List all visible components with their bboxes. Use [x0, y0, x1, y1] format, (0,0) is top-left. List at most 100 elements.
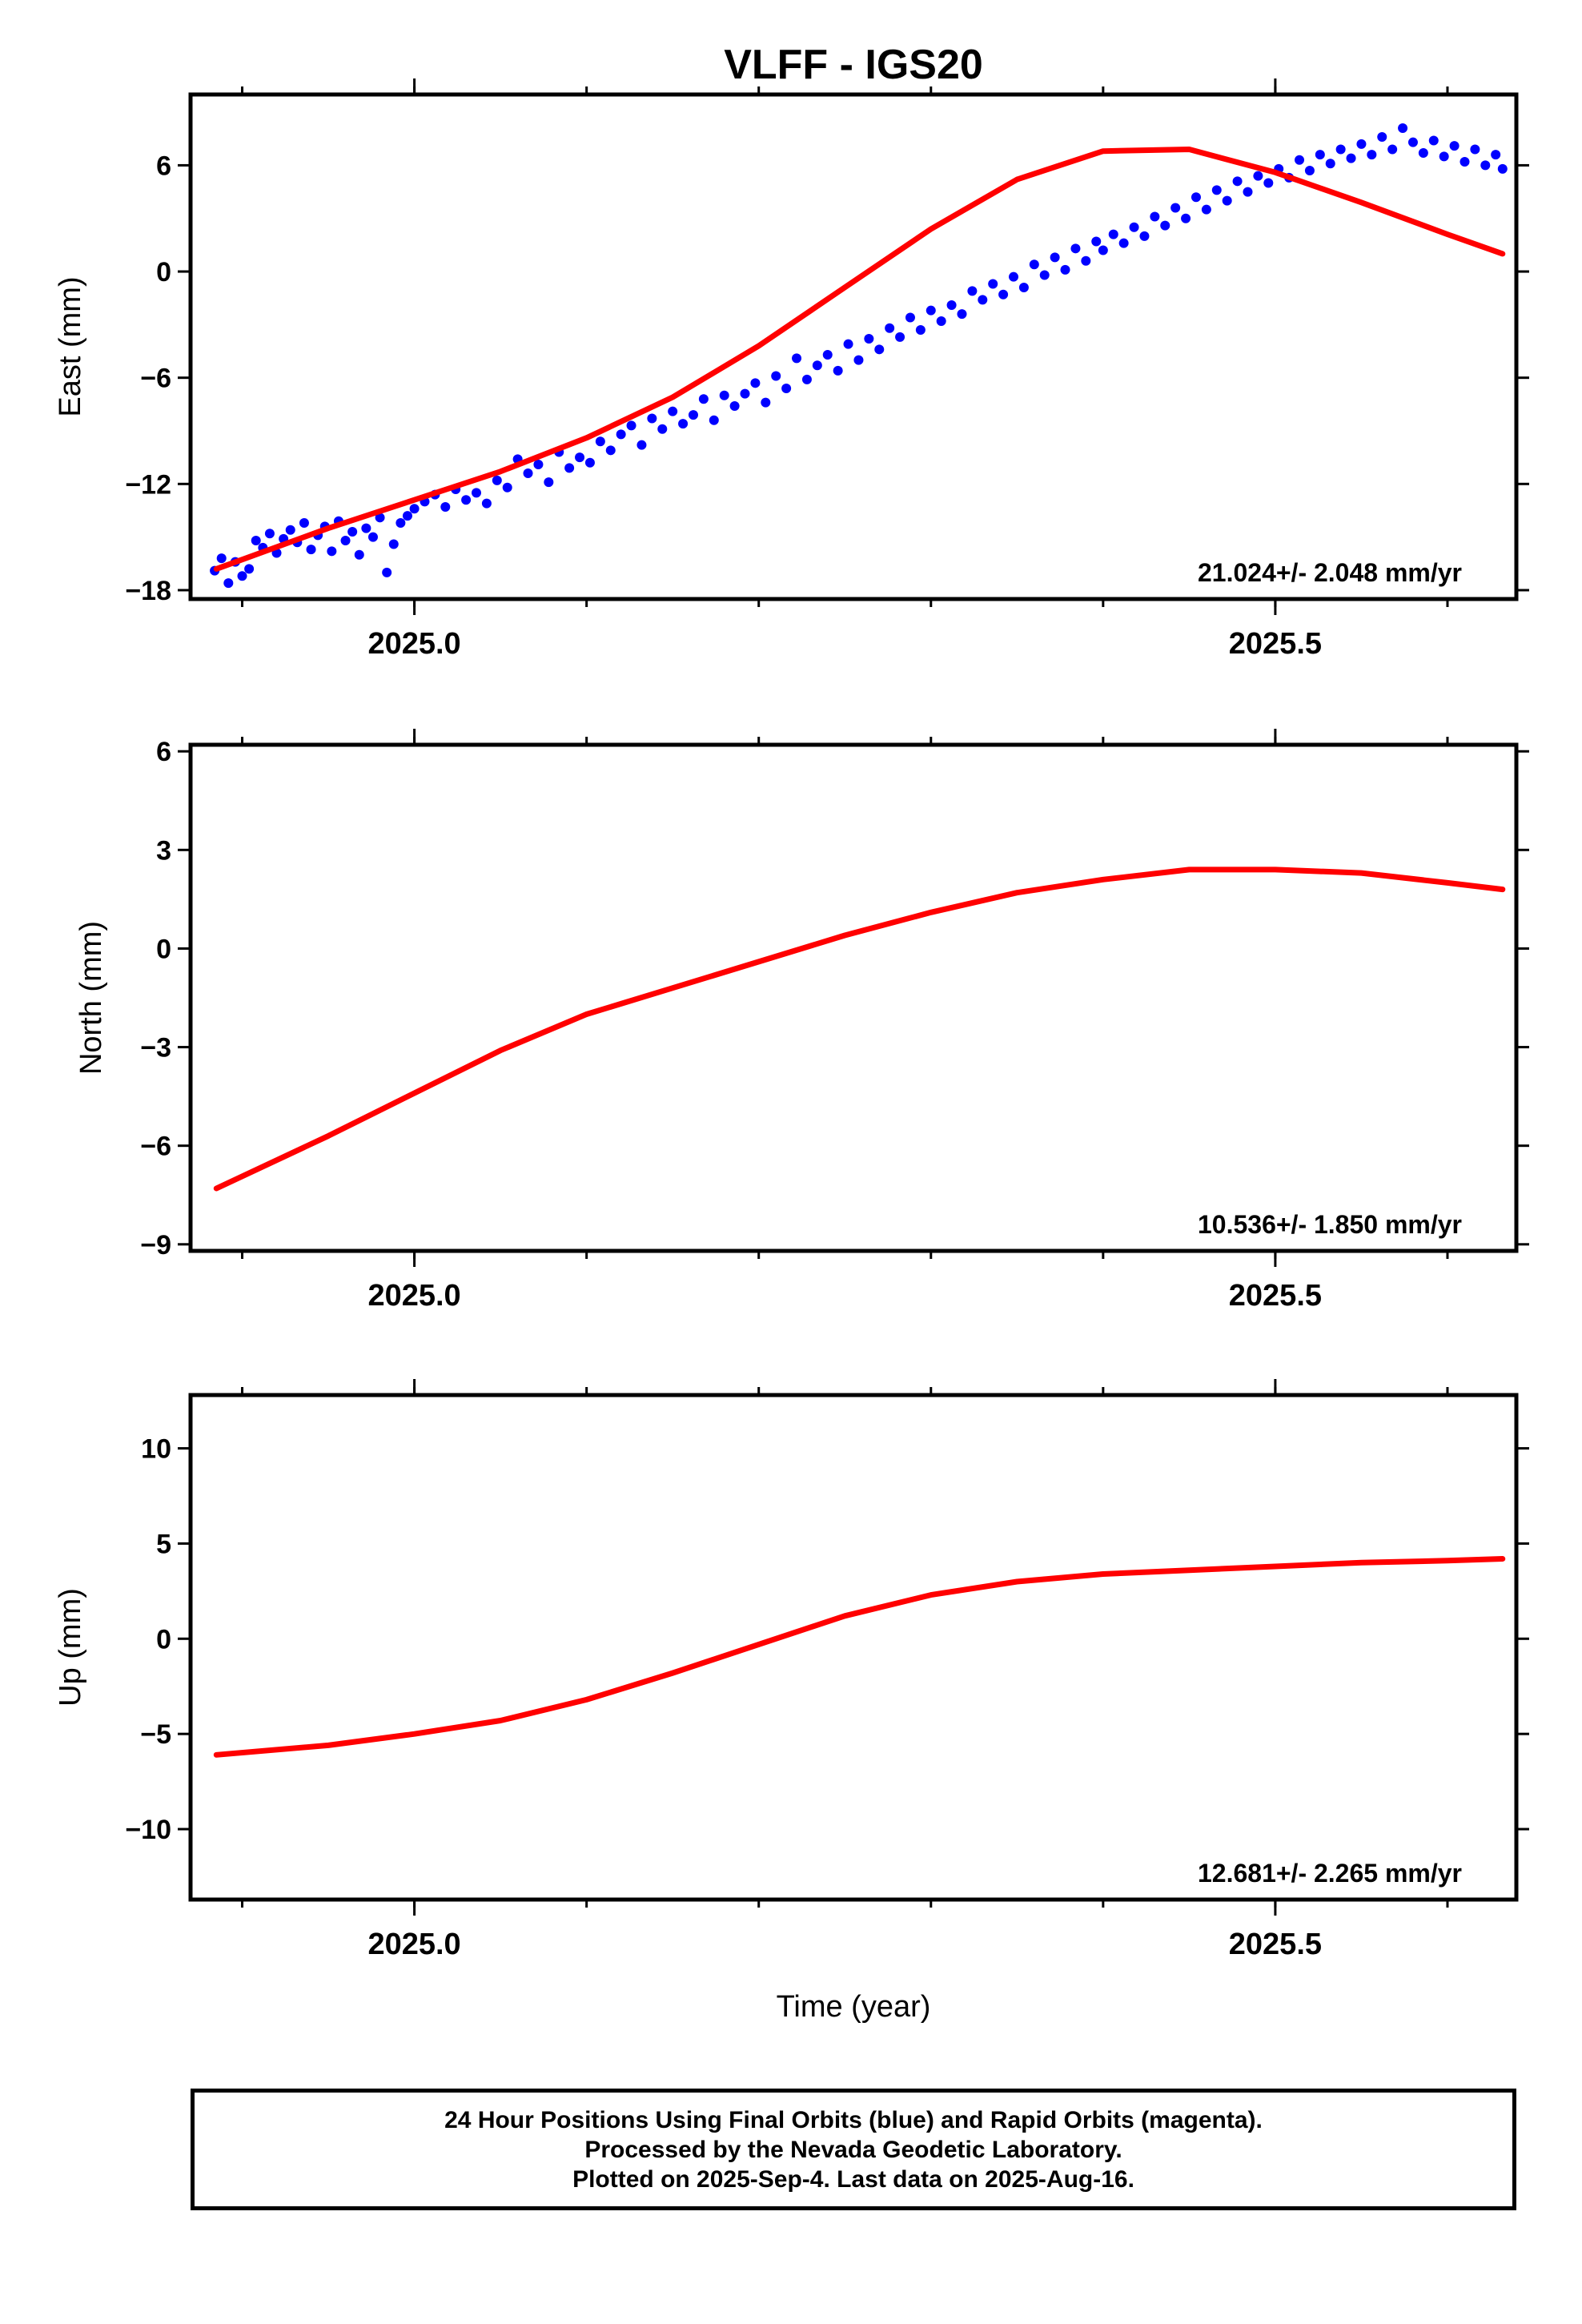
east-data-point: [564, 463, 575, 473]
up-y-tick-label: −5: [140, 1719, 171, 1750]
north-y-tick-label: −9: [140, 1230, 171, 1261]
east-data-point: [1325, 159, 1335, 169]
north-x-tick-label: 2025.0: [367, 1279, 460, 1313]
east-data-point: [1449, 141, 1460, 151]
east-x-tick-label: 2025.0: [367, 627, 460, 661]
east-data-point: [492, 475, 502, 485]
east-data-point: [264, 529, 275, 539]
north-y-tick-label: −6: [140, 1132, 171, 1162]
east-data-point: [833, 365, 843, 376]
east-data-point: [616, 429, 626, 440]
east-data-point: [1009, 271, 1019, 282]
east-data-point: [988, 279, 998, 289]
east-data-point: [1263, 178, 1274, 188]
north-y-tick-label: 0: [156, 934, 171, 964]
north-x-tick-label: 2025.5: [1229, 1279, 1322, 1313]
north-y-tick-label: −3: [140, 1033, 171, 1063]
east-data-point: [719, 390, 729, 400]
east-data-point: [1170, 203, 1181, 213]
north-y-axis-label: North (mm): [74, 921, 108, 1075]
east-data-point: [584, 457, 595, 468]
east-data-point: [626, 420, 636, 431]
up-x-tick-label: 2025.5: [1229, 1928, 1322, 1961]
east-data-point: [1460, 157, 1470, 167]
east-data-point: [223, 578, 234, 589]
east-data-point: [575, 452, 585, 463]
east-data-point: [936, 316, 946, 326]
east-data-point: [885, 323, 895, 333]
east-data-point: [1018, 282, 1029, 292]
east-data-point: [915, 325, 926, 335]
east-data-point: [533, 460, 544, 469]
east-y-axis-label: East (mm): [54, 276, 87, 416]
east-data-point: [729, 401, 740, 412]
east-data-point: [822, 349, 833, 360]
east-data-point: [1091, 236, 1102, 247]
east-data-point: [657, 424, 668, 434]
east-data-point: [523, 468, 533, 479]
east-data-point: [1304, 166, 1315, 176]
east-data-point: [843, 339, 853, 349]
east-data-point: [978, 295, 988, 305]
east-data-point: [647, 413, 657, 424]
east-data-point: [502, 482, 512, 493]
east-y-tick-label: 0: [156, 257, 171, 287]
east-data-point: [688, 410, 698, 420]
east-data-point: [967, 286, 978, 296]
up-x-tick-label: 2025.0: [367, 1928, 460, 1961]
east-data-point: [1232, 176, 1243, 187]
east-data-point: [1039, 270, 1050, 280]
east-data-point: [792, 353, 802, 364]
east-data-point: [1315, 150, 1325, 160]
east-data-point: [1335, 144, 1346, 155]
east-data-point: [998, 289, 1009, 300]
east-data-point: [926, 305, 936, 316]
up-rate-label: 12.681+/- 2.265 mm/yr: [1198, 1859, 1462, 1888]
east-data-point: [388, 539, 399, 549]
footer-line-plotted: Plotted on 2025-Sep-4. Last data on 2025…: [572, 2165, 1134, 2193]
east-data-point: [1181, 213, 1191, 223]
figure-title: VLFF - IGS20: [724, 42, 983, 88]
east-data-point: [1081, 255, 1091, 266]
east-data-point: [1470, 144, 1480, 155]
east-data-point: [481, 498, 492, 509]
east-data-point: [1070, 243, 1081, 254]
east-data-point: [402, 511, 412, 521]
footer-line-processed: Processed by the Nevada Geodetic Laborat…: [584, 2136, 1122, 2163]
east-data-point: [299, 517, 309, 528]
east-data-point: [761, 397, 771, 408]
east-data-point: [1439, 151, 1449, 162]
east-data-point: [1253, 171, 1263, 181]
east-data-point: [409, 504, 420, 514]
footer-info-box: 24 Hour Positions Using Final Orbits (bl…: [191, 2089, 1516, 2210]
up-y-axis-label: Up (mm): [54, 1588, 87, 1707]
east-data-point: [895, 332, 905, 342]
east-data-point: [1222, 195, 1232, 206]
east-data-point: [1407, 137, 1418, 147]
east-data-point: [1150, 211, 1160, 222]
east-data-point: [237, 571, 247, 581]
east-data-point: [472, 488, 482, 498]
east-data-point: [1428, 135, 1439, 146]
east-data-point: [1377, 132, 1387, 143]
up-y-tick-label: 10: [141, 1434, 171, 1465]
east-data-point: [957, 309, 967, 320]
east-data-point: [1356, 139, 1367, 149]
up-y-tick-label: 5: [156, 1529, 171, 1559]
east-data-point: [327, 546, 337, 557]
north-plot-frame: [188, 742, 1519, 1253]
east-data-point: [1491, 150, 1501, 160]
east-data-point: [1387, 144, 1398, 155]
east-data-point: [367, 532, 378, 542]
east-x-tick-label: 2025.5: [1229, 627, 1322, 661]
east-data-point: [698, 394, 709, 404]
east-data-point: [874, 344, 885, 355]
north-rate-label: 10.536+/- 1.850 mm/yr: [1198, 1210, 1462, 1239]
x-axis-label: Time (year): [777, 1990, 931, 2024]
east-data-point: [375, 513, 385, 523]
east-data-point: [1098, 245, 1108, 255]
east-data-point: [244, 564, 255, 574]
east-data-point: [905, 312, 915, 323]
north-y-tick-label: 3: [156, 835, 171, 866]
